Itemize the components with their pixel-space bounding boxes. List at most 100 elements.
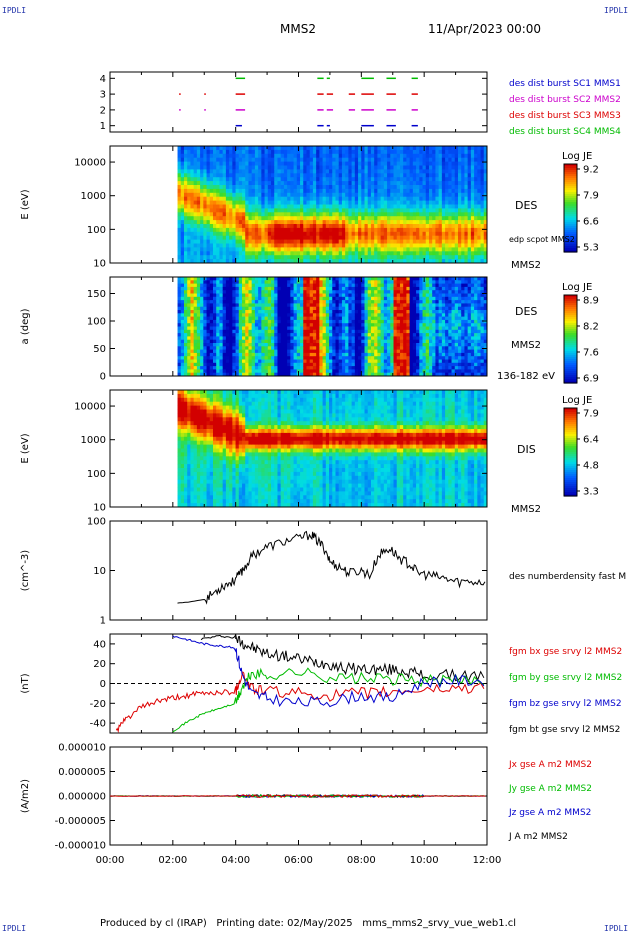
heatmap-cell <box>267 372 272 377</box>
heatmap-cell <box>245 316 249 321</box>
heatmap-cell <box>258 259 262 264</box>
heatmap-cell <box>238 196 243 202</box>
heatmap-cell <box>377 333 382 337</box>
heatmap-cell <box>451 165 456 170</box>
heatmap-cell <box>387 243 391 248</box>
heatmap-cell <box>316 204 320 209</box>
heatmap-cell <box>341 208 346 213</box>
heatmap-cell <box>213 303 217 308</box>
heatmap-cell <box>428 165 433 170</box>
heatmap-cell <box>351 181 356 186</box>
heatmap-cell <box>483 173 488 178</box>
heatmap-cell <box>309 349 314 354</box>
heatmap-cell <box>445 227 449 233</box>
heatmap-cell <box>242 326 246 331</box>
heatmap-cell <box>474 224 478 229</box>
heatmap-cell <box>183 290 188 294</box>
heatmap-cell <box>203 306 208 311</box>
heatmap-cell <box>242 319 246 324</box>
heatmap-cell <box>338 169 343 174</box>
heatmap-cell <box>203 323 208 327</box>
heatmap-cell <box>229 352 233 357</box>
heatmap-cell <box>248 277 253 281</box>
heatmap-cell <box>329 286 333 291</box>
heatmap-cell <box>338 196 343 202</box>
heatmap-cell <box>283 208 288 213</box>
heatmap-cell <box>242 208 246 213</box>
heatmap-cell <box>374 200 378 205</box>
heatmap-cell <box>390 220 395 225</box>
heatmap-cell <box>383 306 388 311</box>
heatmap-cell <box>254 188 259 194</box>
heatmap-cell <box>187 290 191 294</box>
heatmap-cell <box>277 239 282 244</box>
heatmap-cell <box>303 346 307 351</box>
heatmap-cell <box>225 359 230 364</box>
heatmap-cell <box>325 149 330 155</box>
heatmap-cell <box>180 196 185 202</box>
heatmap-cell <box>293 204 298 209</box>
heatmap-cell <box>361 188 366 194</box>
heatmap-cell <box>203 369 208 374</box>
heatmap-cell <box>312 349 317 354</box>
heatmap-cell <box>280 280 285 285</box>
heatmap-cell <box>290 181 295 186</box>
heatmap-cell <box>312 231 317 237</box>
heatmap-cell <box>261 343 266 347</box>
heatmap-cell <box>445 251 449 256</box>
heatmap-cell <box>325 352 330 357</box>
heatmap-cell <box>229 356 233 360</box>
heatmap-cell <box>283 339 288 344</box>
heatmap-cell <box>287 169 291 174</box>
heatmap-cell <box>290 231 295 237</box>
heatmap-cell <box>203 303 208 308</box>
heatmap-cell <box>309 313 314 318</box>
heatmap-cell <box>300 169 304 174</box>
heatmap-cell <box>428 208 433 213</box>
heatmap-cell <box>196 200 201 205</box>
heatmap-cell <box>287 359 291 364</box>
heatmap-cell <box>216 212 220 217</box>
heatmap-cell <box>399 153 404 159</box>
heatmap-cell <box>354 336 359 341</box>
heatmap-cell <box>348 157 353 163</box>
heatmap-cell <box>361 247 366 252</box>
heatmap-cell <box>209 300 214 304</box>
heatmap-cell <box>216 323 220 327</box>
heatmap-cell <box>409 243 414 248</box>
heatmap-cell <box>351 359 356 364</box>
heatmap-cell <box>238 192 243 198</box>
heatmap-cell <box>354 323 359 327</box>
heatmap-cell <box>222 185 227 190</box>
heatmap-cell <box>303 323 307 327</box>
heatmap-cell <box>183 224 188 229</box>
heatmap-cell <box>351 372 356 377</box>
heatmap-cell <box>251 329 256 334</box>
heatmap-cell <box>428 247 433 252</box>
heatmap-cell <box>367 283 372 288</box>
heatmap-cell <box>229 300 233 304</box>
heatmap-cell <box>351 192 356 198</box>
heatmap-cell <box>399 247 404 252</box>
heatmap-cell <box>409 239 414 244</box>
heatmap-cell <box>325 146 330 151</box>
heatmap-cell <box>267 227 272 233</box>
heatmap-cell <box>457 212 462 217</box>
heatmap-cell <box>183 296 188 301</box>
heatmap-cell <box>180 343 185 347</box>
heatmap-cell <box>396 161 401 166</box>
heatmap-cell <box>219 366 224 370</box>
heatmap-cell <box>203 349 208 354</box>
heatmap-cell <box>361 239 366 244</box>
heatmap-cell <box>183 336 188 341</box>
heatmap-cell <box>293 283 298 288</box>
heatmap-cell <box>409 227 414 233</box>
heatmap-cell <box>225 296 230 301</box>
heatmap-cell <box>329 319 333 324</box>
heatmap-cell <box>277 235 282 241</box>
heatmap-cell <box>428 146 433 151</box>
heatmap-cell <box>303 339 307 344</box>
heatmap-cell <box>225 173 230 178</box>
heatmap-cell <box>325 157 330 163</box>
heatmap-cell <box>187 231 191 237</box>
